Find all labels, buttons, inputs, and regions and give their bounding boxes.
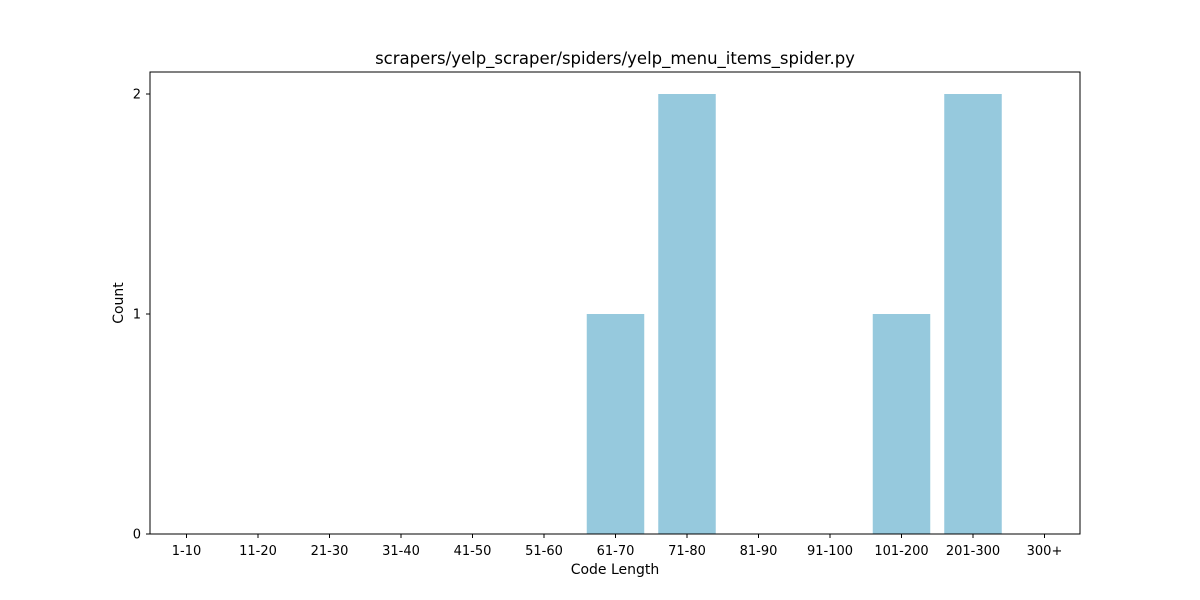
y-axis-label: Count [111,282,127,324]
x-axis-label: Code Length [571,562,660,578]
y-tick-label: 1 [133,308,141,323]
y-axis-ticks: 0 1 2 [133,88,150,543]
x-tick-label: 51-60 [525,544,563,559]
y-tick-label: 0 [133,528,141,543]
x-tick-label: 61-70 [597,544,635,559]
bars-group [586,94,1002,534]
x-tick-label: 31-40 [382,544,420,559]
x-tick-label: 101-200 [874,544,928,559]
x-tick-label: 21-30 [311,544,349,559]
bar-71-80 [658,94,716,534]
x-tick-label: 1-10 [172,544,202,559]
x-tick-label: 81-90 [740,544,778,559]
x-tick-label: 11-20 [239,544,277,559]
x-tick-label: 91-100 [807,544,853,559]
bar-201-300 [944,94,1002,534]
x-tick-label: 300+ [1027,544,1063,559]
chart-title: scrapers/yelp_scraper/spiders/yelp_menu_… [375,49,855,69]
y-tick-label: 2 [133,88,141,103]
x-tick-label: 41-50 [454,544,492,559]
bar-61-70 [586,314,645,534]
x-tick-label: 71-80 [668,544,706,559]
x-tick-label: 201-300 [946,544,1000,559]
bar-101-200 [872,314,931,534]
x-axis-ticks: 1-10 11-20 21-30 31-40 41-50 51-60 61-70 71-80 8… [172,534,1063,559]
